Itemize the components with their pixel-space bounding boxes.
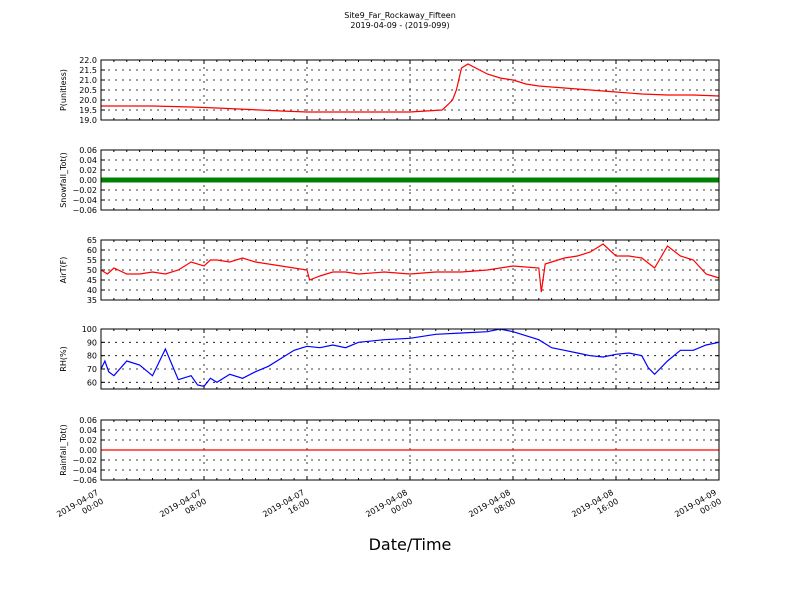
y-tick-label: −0.06 <box>72 476 97 485</box>
axes-frame <box>100 419 720 481</box>
x-tick-label: 2019-04-0708:00 <box>158 488 208 528</box>
chart-panel-2: −0.06−0.04−0.020.000.020.040.06 Snowfall_… <box>59 146 720 215</box>
x-tick-labels: 2019-04-0700:00 2019-04-0708:00 2019-04-07… <box>55 488 723 528</box>
y-tick-label: 60 <box>87 378 97 387</box>
x-tick-label: 2019-04-0816:00 <box>570 488 620 528</box>
y-tick-label: 0.02 <box>79 436 97 445</box>
chart-panel-4: 60 70 80 90 100 RH(%) <box>59 325 720 390</box>
y-axis-label: Rainfall_Tot() <box>59 424 68 476</box>
y-tick-label: 0.04 <box>79 156 97 165</box>
chart-panel-5: −0.06−0.04−0.020.000.020.040.06 Rainfall_… <box>59 416 720 485</box>
series-line-1 <box>100 328 720 387</box>
y-tick-label: 0.00 <box>79 176 97 185</box>
y-tick-label: 55 <box>87 256 97 265</box>
y-tick-label: 100 <box>82 325 97 334</box>
figure-title: Site9_Far_Rockaway_Fifteen <box>344 11 456 20</box>
panels: 19.019.520.020.521.021.522.0 P(unitless) −… <box>59 56 720 485</box>
y-tick-label: 70 <box>87 365 97 374</box>
y-tick-label: −0.06 <box>72 206 97 215</box>
y-tick-label: 21.0 <box>79 76 97 85</box>
y-tick-label: 40 <box>87 286 97 295</box>
y-tick-label: 19.0 <box>79 116 97 125</box>
axes-frame <box>100 239 720 301</box>
y-tick-label: 0.00 <box>79 446 97 455</box>
figure-subtitle: 2019-04-09 - (2019-099) <box>350 21 449 30</box>
y-axis-label: AirT(F) <box>59 257 68 284</box>
y-tick-label: 65 <box>87 236 97 245</box>
axes-frame <box>100 149 720 211</box>
y-tick-label: 22.0 <box>79 56 97 65</box>
y-tick-label: −0.02 <box>72 456 97 465</box>
y-tick-label: 21.5 <box>79 66 97 75</box>
x-axis-label: Date/Time <box>369 535 452 554</box>
x-tick-label: 2019-04-0716:00 <box>261 488 311 528</box>
y-tick-label: 20.0 <box>79 96 97 105</box>
y-tick-label: 20.5 <box>79 86 97 95</box>
y-tick-label: −0.02 <box>72 186 97 195</box>
y-tick-label: −0.04 <box>72 466 97 475</box>
x-tick-label: 2019-04-0808:00 <box>467 488 517 528</box>
y-tick-label: 0.06 <box>79 146 97 155</box>
y-tick-label: 80 <box>87 352 97 361</box>
y-axis-label: P(unitless) <box>59 69 68 111</box>
x-tick-label: 2019-04-0900:00 <box>673 488 723 528</box>
y-tick-label: 60 <box>87 246 97 255</box>
y-tick-label: 35 <box>87 296 97 305</box>
y-axis-label: Snowfall_Tot() <box>59 152 68 208</box>
y-tick-label: 19.5 <box>79 106 97 115</box>
x-tick-label: 2019-04-0800:00 <box>364 488 414 528</box>
axes-frame <box>100 59 720 121</box>
y-tick-label: 50 <box>87 266 97 275</box>
y-tick-label: −0.04 <box>72 196 97 205</box>
x-tick-label: 2019-04-0700:00 <box>55 488 105 528</box>
y-tick-label: 0.02 <box>79 166 97 175</box>
y-tick-label: 90 <box>87 338 97 347</box>
y-axis-label: RH(%) <box>59 346 68 371</box>
chart-panel-1: 19.019.520.020.521.021.522.0 P(unitless) <box>59 56 720 125</box>
y-tick-label: 0.06 <box>79 416 97 425</box>
y-tick-label: 45 <box>87 276 97 285</box>
series-line-1 <box>100 243 720 293</box>
series-line-1 <box>101 63 720 113</box>
axes-frame <box>100 328 720 390</box>
y-tick-label: 0.04 <box>79 426 97 435</box>
